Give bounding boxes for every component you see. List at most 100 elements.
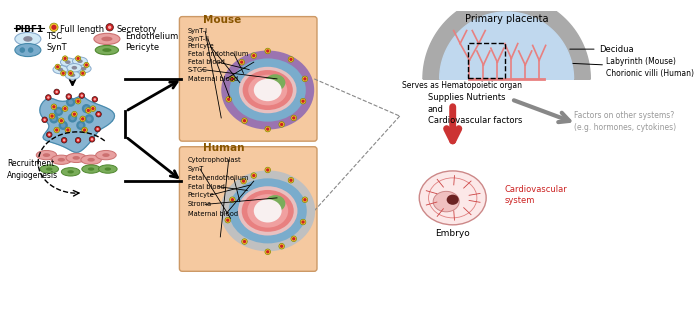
Ellipse shape: [221, 50, 314, 130]
Ellipse shape: [15, 33, 41, 45]
Circle shape: [265, 126, 270, 132]
Circle shape: [85, 114, 94, 124]
Circle shape: [51, 104, 57, 110]
Circle shape: [240, 60, 244, 64]
Circle shape: [46, 132, 52, 137]
Text: Recruitment
Angiogenesis: Recruitment Angiogenesis: [8, 159, 59, 180]
Text: PIBF1: PIBF1: [14, 25, 43, 34]
Text: Pericyte: Pericyte: [188, 192, 214, 198]
Ellipse shape: [65, 60, 71, 64]
Circle shape: [87, 116, 92, 121]
Circle shape: [300, 219, 306, 225]
Ellipse shape: [65, 71, 80, 79]
Circle shape: [300, 98, 306, 104]
Circle shape: [76, 98, 81, 104]
Circle shape: [81, 72, 84, 75]
Circle shape: [64, 107, 66, 110]
Circle shape: [266, 127, 270, 131]
Text: Labyrinth (Mouse)
Chorionic villi (Human): Labyrinth (Mouse) Chorionic villi (Human…: [606, 57, 694, 78]
Bar: [468, 43, 505, 78]
Ellipse shape: [96, 151, 116, 160]
Circle shape: [239, 59, 244, 65]
Circle shape: [69, 72, 72, 75]
Ellipse shape: [73, 156, 80, 160]
Text: Serves as Hematopoietic organ: Serves as Hematopoietic organ: [402, 81, 522, 90]
Circle shape: [61, 123, 66, 128]
Circle shape: [241, 118, 247, 124]
Circle shape: [52, 105, 55, 108]
Circle shape: [65, 127, 71, 133]
Ellipse shape: [99, 165, 117, 173]
Circle shape: [55, 91, 58, 93]
Ellipse shape: [82, 165, 100, 173]
Ellipse shape: [60, 58, 76, 66]
Circle shape: [20, 47, 25, 53]
Circle shape: [47, 96, 50, 99]
Ellipse shape: [220, 171, 315, 251]
Circle shape: [66, 128, 69, 132]
Circle shape: [288, 57, 294, 62]
Circle shape: [289, 178, 293, 182]
Circle shape: [106, 23, 113, 31]
Circle shape: [56, 109, 61, 114]
Ellipse shape: [66, 153, 87, 162]
Text: Embryo: Embryo: [435, 228, 470, 238]
Circle shape: [265, 167, 270, 173]
Circle shape: [68, 71, 74, 76]
Ellipse shape: [40, 165, 59, 173]
Circle shape: [73, 113, 76, 116]
Circle shape: [81, 117, 85, 121]
Circle shape: [66, 97, 76, 107]
Circle shape: [82, 127, 88, 133]
Circle shape: [231, 77, 234, 80]
Text: Supplies Nutrients
and
Cardiovascular factors: Supplies Nutrients and Cardiovascular fa…: [428, 93, 522, 126]
Circle shape: [242, 179, 245, 183]
Ellipse shape: [419, 171, 486, 225]
Circle shape: [84, 106, 89, 111]
Ellipse shape: [102, 37, 113, 41]
Circle shape: [252, 54, 256, 57]
Circle shape: [50, 114, 54, 118]
Ellipse shape: [102, 48, 111, 52]
Circle shape: [79, 93, 85, 98]
Circle shape: [84, 62, 89, 68]
Circle shape: [76, 100, 80, 103]
Circle shape: [91, 138, 93, 141]
Circle shape: [230, 197, 235, 203]
Circle shape: [302, 197, 308, 203]
Circle shape: [241, 178, 246, 184]
Circle shape: [302, 76, 308, 82]
Ellipse shape: [67, 64, 82, 72]
Ellipse shape: [70, 73, 76, 77]
Circle shape: [54, 107, 63, 116]
Circle shape: [62, 56, 68, 61]
Text: SynT-I: SynT-I: [188, 28, 208, 34]
Ellipse shape: [238, 186, 298, 235]
Polygon shape: [423, 0, 590, 79]
Ellipse shape: [36, 151, 57, 160]
Circle shape: [63, 139, 65, 141]
Text: Maternal blood: Maternal blood: [188, 211, 238, 217]
Ellipse shape: [230, 59, 306, 122]
FancyBboxPatch shape: [179, 147, 317, 271]
Circle shape: [97, 113, 100, 115]
Ellipse shape: [62, 168, 80, 176]
Circle shape: [83, 128, 86, 132]
Ellipse shape: [229, 178, 307, 244]
Circle shape: [94, 98, 96, 100]
Text: Secretory: Secretory: [116, 25, 157, 34]
Circle shape: [291, 115, 297, 121]
Circle shape: [266, 168, 270, 172]
Text: Fetal endothelium: Fetal endothelium: [188, 175, 248, 181]
Text: SynT-II: SynT-II: [188, 36, 210, 42]
Circle shape: [78, 123, 83, 128]
Circle shape: [108, 26, 111, 29]
Circle shape: [265, 48, 270, 54]
Ellipse shape: [81, 67, 87, 70]
Circle shape: [43, 119, 46, 121]
Ellipse shape: [254, 199, 281, 223]
Circle shape: [55, 128, 58, 132]
Ellipse shape: [77, 59, 83, 63]
Text: Mouse: Mouse: [202, 15, 241, 25]
Ellipse shape: [57, 158, 65, 162]
